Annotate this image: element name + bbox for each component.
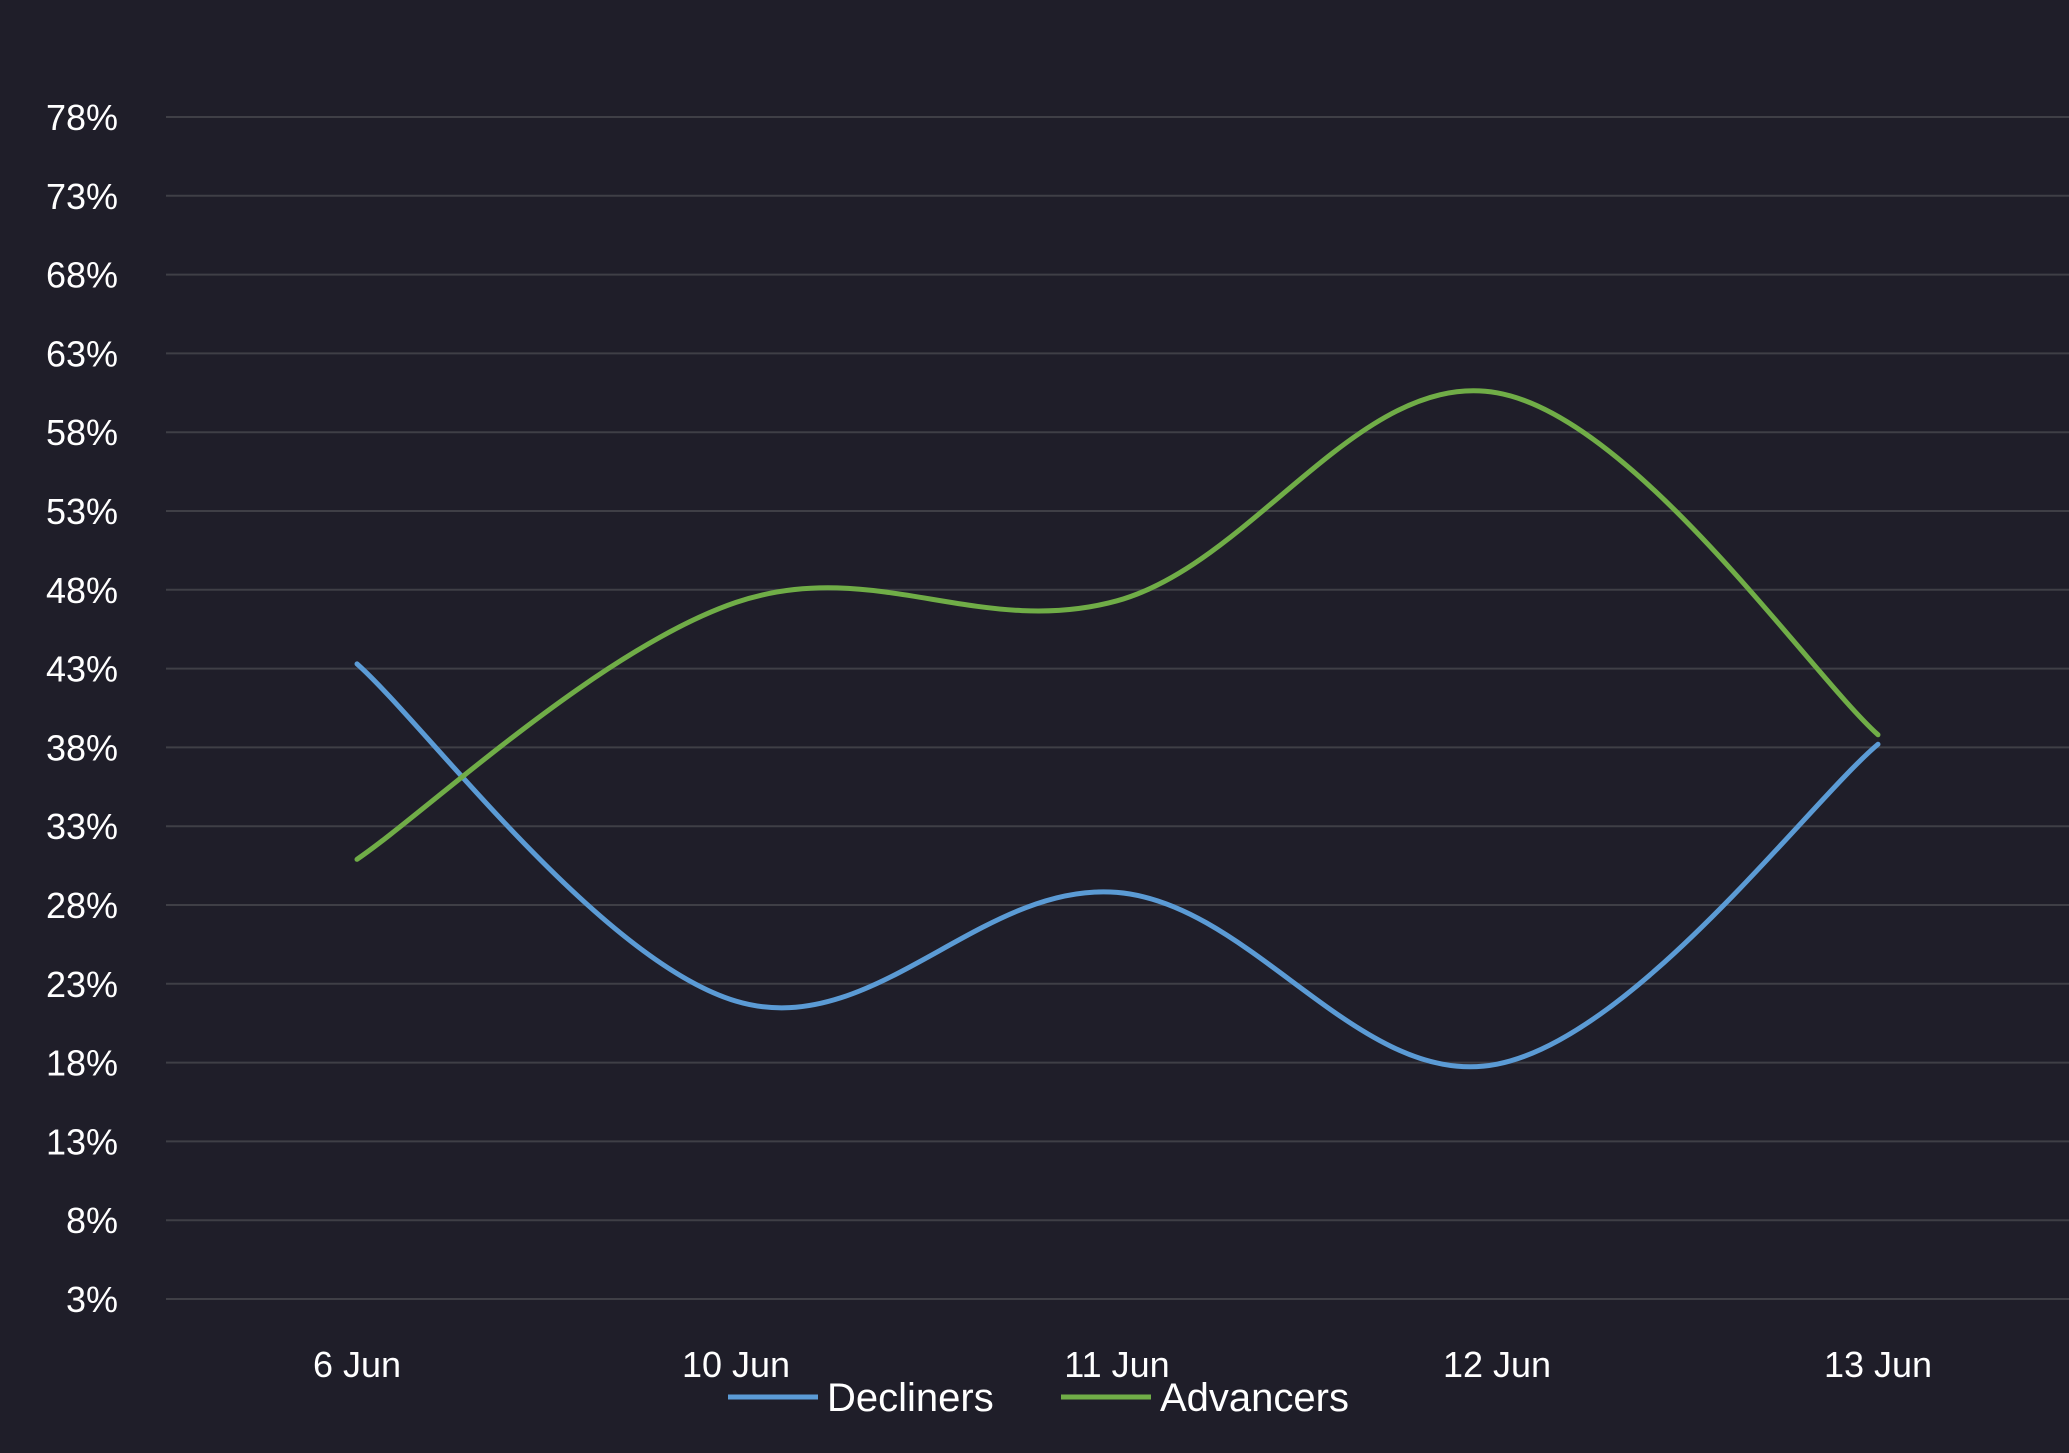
y-tick-label: 73% (46, 176, 118, 217)
x-tick-label: 10 Jun (682, 1344, 790, 1385)
series-line-decliners (354, 661, 1881, 1070)
y-tick-label: 68% (46, 255, 118, 296)
x-tick-label: 6 Jun (313, 1344, 401, 1385)
y-tick-label: 23% (46, 964, 118, 1005)
y-tick-label: 33% (46, 806, 118, 847)
x-tick-label: 11 Jun (1064, 1344, 1169, 1385)
y-tick-label: 63% (46, 333, 118, 374)
x-tick-label: 13 Jun (1824, 1344, 1932, 1385)
y-tick-label: 3% (66, 1279, 118, 1320)
series-lines (354, 388, 1881, 1070)
y-tick-label: 43% (46, 649, 118, 690)
y-tick-label: 28% (46, 885, 118, 926)
y-tick-label: 8% (66, 1200, 118, 1241)
y-tick-label: 53% (46, 491, 118, 532)
x-axis-ticks: 6 Jun 10 Jun 11 Jun 12 Jun 13 Jun (313, 1344, 1932, 1385)
y-tick-label: 13% (46, 1121, 118, 1162)
y-tick-label: 18% (46, 1043, 118, 1084)
legend: Decliners Advancers (728, 1376, 1349, 1420)
grid-lines (166, 116, 2069, 1300)
x-tick-label: 12 Jun (1443, 1344, 1551, 1385)
y-tick-label: 58% (46, 412, 118, 453)
y-tick-label: 38% (46, 727, 118, 768)
y-axis-ticks: 3% 8% 13% 18% 23% 28% 33% 38% 43% 48% 53% 58% 63% 68%… (46, 97, 118, 1320)
legend-label-advancers: Advancers (1160, 1376, 1349, 1420)
y-tick-label: 78% (46, 97, 118, 138)
legend-label-decliners: Decliners (827, 1376, 994, 1420)
series-line-advancers (354, 388, 1881, 862)
y-tick-label: 48% (46, 570, 118, 611)
